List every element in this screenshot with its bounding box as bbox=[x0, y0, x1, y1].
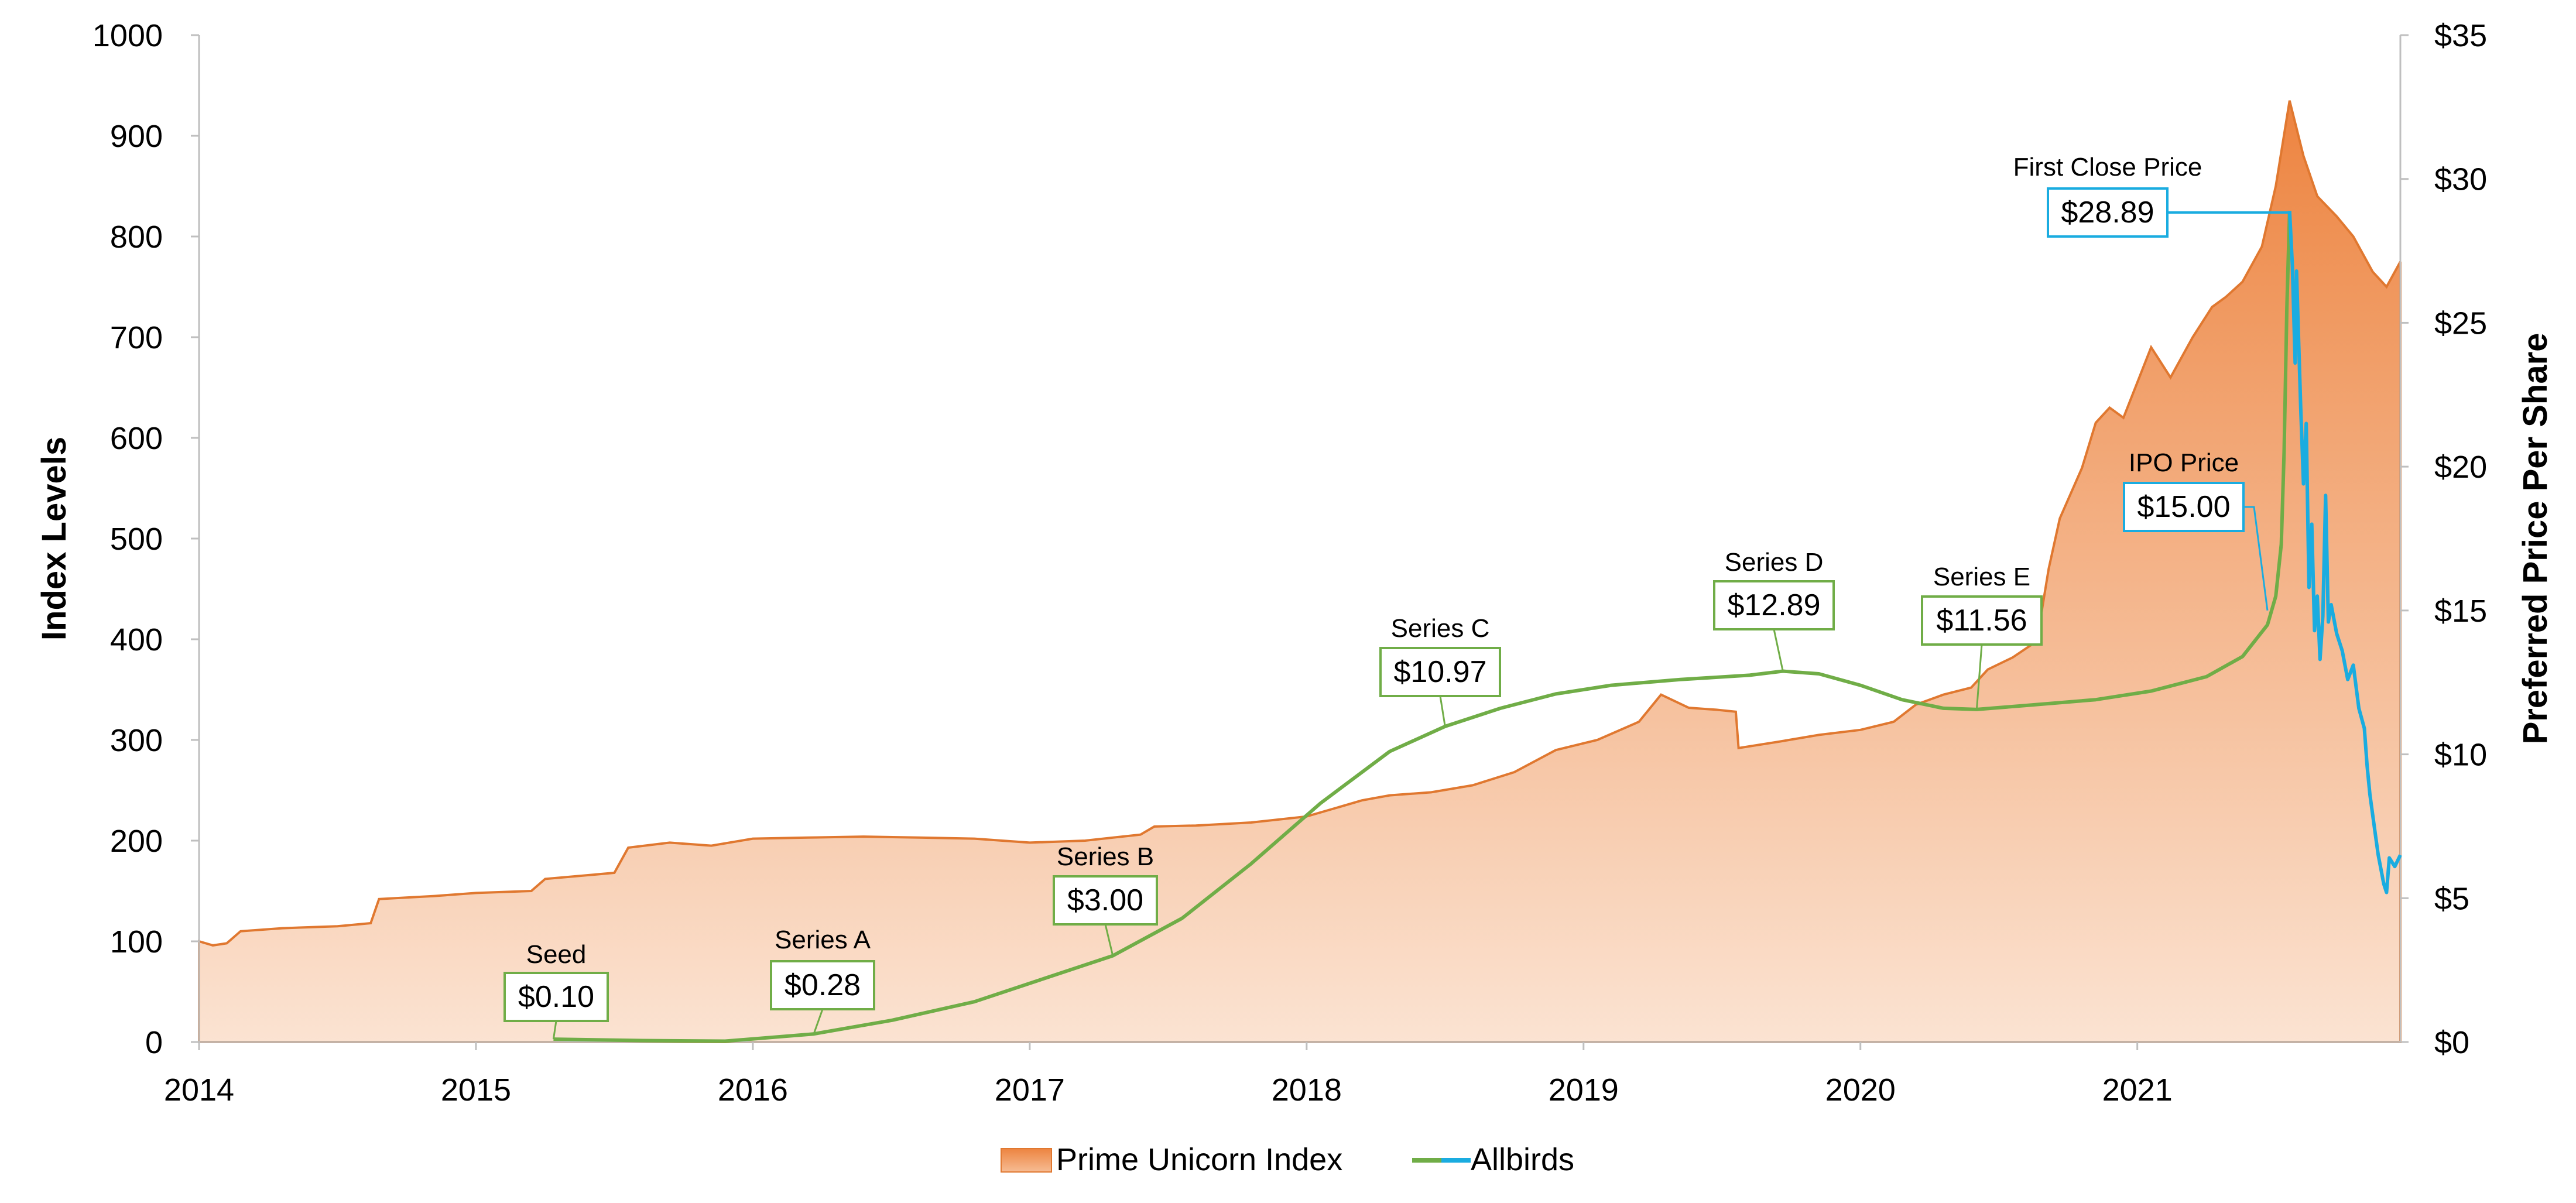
y2-tick-label: $25 bbox=[2434, 306, 2487, 341]
x-tick-label: 2020 bbox=[1825, 1072, 1896, 1108]
annotation-label: IPO Price bbox=[2129, 448, 2239, 477]
annotation-series-a: $0.28 Series A bbox=[770, 926, 875, 1034]
y2-tick-label: $0 bbox=[2434, 1025, 2469, 1060]
legend-label-index: Prime Unicorn Index bbox=[1056, 1142, 1342, 1177]
annotation-label: Series B bbox=[1057, 842, 1154, 871]
annotation-leader bbox=[1773, 629, 1784, 671]
annotation-label: Seed bbox=[526, 940, 587, 969]
annotation-label: First Close Price bbox=[2013, 153, 2202, 181]
y2-tick-label: $15 bbox=[2434, 594, 2487, 629]
y-tick-label: 600 bbox=[110, 421, 163, 456]
index-area bbox=[198, 100, 2402, 1043]
annotation-leader bbox=[1439, 695, 1446, 727]
annotation-first-close-price: $28.89 First Close Price bbox=[2013, 153, 2290, 238]
legend-swatch-index bbox=[1001, 1148, 1052, 1173]
annotation-value: $3.00 bbox=[1067, 883, 1143, 917]
y-tick-label: 200 bbox=[110, 824, 163, 859]
annotation-seed: $0.10 Seed bbox=[503, 940, 609, 1040]
annotation-value: $0.28 bbox=[785, 968, 861, 1002]
y-tick-label: 700 bbox=[110, 320, 163, 355]
x-ticks: 2014 2015 2016 2017 2018 2019 2020 2021 bbox=[164, 1042, 2173, 1108]
x-tick-label: 2014 bbox=[164, 1072, 234, 1108]
annotation-label: Series E bbox=[1933, 563, 2030, 591]
annotation-value: $11.56 bbox=[1936, 604, 2027, 638]
y-tick-label: 800 bbox=[110, 220, 163, 255]
y-tick-label: 500 bbox=[110, 522, 163, 557]
allbirds-private-line bbox=[553, 211, 2291, 1043]
annotation-box bbox=[1053, 875, 1158, 926]
y-ticks-left: 0 100 200 300 400 500 600 700 800 900 1000 bbox=[93, 18, 199, 1060]
legend: Prime Unicorn Index Allbirds bbox=[1001, 1142, 1574, 1177]
annotation-series-b: $3.00 Series B bbox=[1053, 842, 1158, 956]
annotation-value: $10.97 bbox=[1393, 655, 1486, 689]
y-axis-right-title: Preferred Price Per Share bbox=[2516, 333, 2554, 745]
annotation-leader bbox=[813, 1009, 824, 1034]
annotation-leader bbox=[1104, 924, 1114, 956]
annotation-series-c: $10.97 Series C bbox=[1379, 614, 1501, 727]
y-ticks-right: $0 $5 $10 $15 $20 $25 $30 $35 bbox=[2400, 18, 2487, 1060]
annotation-box bbox=[1379, 647, 1501, 697]
x-tick-label: 2017 bbox=[995, 1072, 1065, 1108]
y-tick-label: 900 bbox=[110, 119, 163, 154]
y-tick-label: 1000 bbox=[93, 18, 163, 53]
y-tick-label: 300 bbox=[110, 723, 163, 758]
annotation-box bbox=[770, 960, 875, 1010]
y2-tick-label: $10 bbox=[2434, 738, 2487, 773]
annotation-series-e: $11.56 Series E bbox=[1921, 563, 2043, 710]
annotation-label: Series D bbox=[1725, 548, 1824, 577]
x-tick-label: 2015 bbox=[441, 1072, 511, 1108]
y-axis-left-title: Index Levels bbox=[35, 437, 73, 640]
legend-label-allbirds: Allbirds bbox=[1471, 1142, 1574, 1177]
annotation-box bbox=[1713, 580, 1835, 630]
annotation-leader bbox=[552, 1020, 557, 1040]
annotation-label: Series C bbox=[1391, 614, 1490, 643]
annotation-box bbox=[2123, 482, 2245, 532]
annotation-box bbox=[503, 972, 609, 1022]
x-tick-label: 2018 bbox=[1272, 1072, 1342, 1108]
annotations: $0.10 Seed $0.28 Series A $3.00 Series B $10.9… bbox=[503, 153, 2290, 1040]
y-tick-label: 0 bbox=[145, 1025, 163, 1060]
annotation-value: $0.10 bbox=[518, 980, 594, 1014]
annotation-ipo-price: $15.00 IPO Price bbox=[2123, 448, 2269, 611]
annotation-box bbox=[1921, 595, 2043, 646]
annotation-box bbox=[2047, 187, 2169, 238]
annotation-label: Series A bbox=[775, 926, 871, 954]
x-tick-label: 2019 bbox=[1549, 1072, 1619, 1108]
allbirds-public-line bbox=[2287, 211, 2402, 894]
y2-tick-label: $30 bbox=[2434, 162, 2487, 197]
annotation-value: $28.89 bbox=[2061, 196, 2154, 229]
annotation-value: $15.00 bbox=[2137, 490, 2230, 524]
x-tick-label: 2021 bbox=[2102, 1072, 2173, 1108]
allbirds-layer bbox=[553, 211, 2402, 1043]
y2-tick-label: $20 bbox=[2434, 450, 2487, 485]
annotation-leader bbox=[1975, 644, 1983, 710]
annotation-leader bbox=[2243, 506, 2269, 611]
annotation-series-d: $12.89 Series D bbox=[1713, 548, 1835, 671]
x-tick-label: 2016 bbox=[718, 1072, 788, 1108]
y2-tick-label: $35 bbox=[2434, 18, 2487, 53]
annotation-value: $12.89 bbox=[1727, 588, 1820, 622]
y-tick-label: 100 bbox=[110, 924, 163, 959]
y-tick-label: 400 bbox=[110, 622, 163, 657]
index-area-layer bbox=[198, 100, 2402, 1043]
y2-tick-label: $5 bbox=[2434, 881, 2469, 916]
